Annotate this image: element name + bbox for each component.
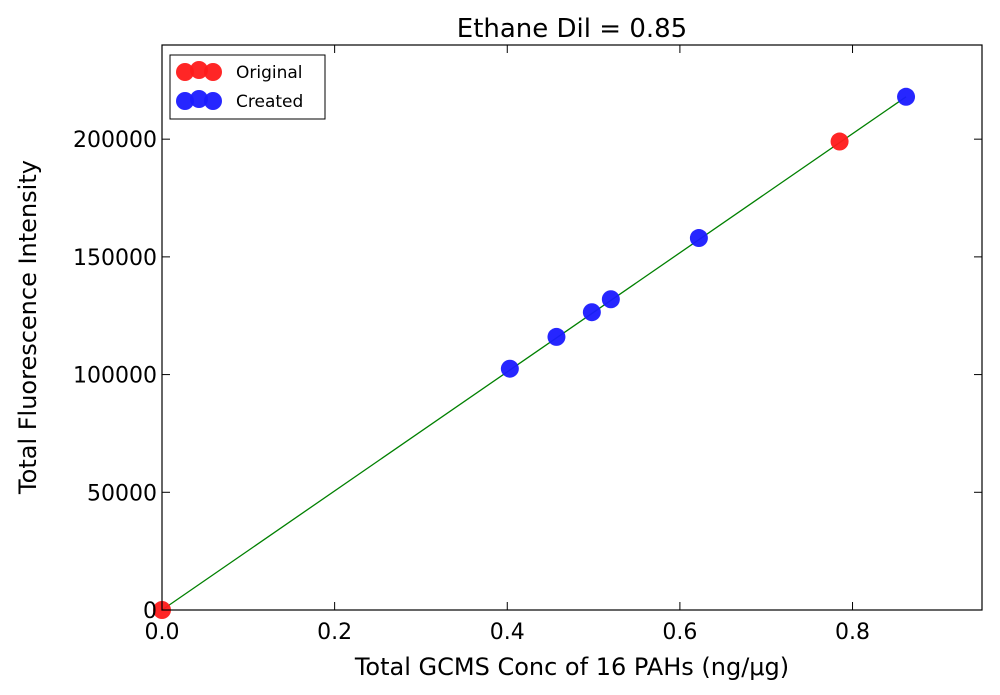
y-tick-label: 100000 (73, 364, 157, 389)
legend: Original Created (169, 54, 326, 120)
legend-marker-original (204, 63, 222, 81)
point-created (582, 303, 601, 322)
x-axis-title: Total GCMS Conc of 16 PAHs (ng/μg) (354, 653, 789, 681)
fit-line (161, 96, 907, 611)
x-tick-label: 0.4 (490, 620, 525, 645)
legend-marker-created (190, 90, 208, 108)
legend-marker-created (176, 92, 194, 110)
legend-marker-original (190, 61, 208, 79)
x-tick-label: 0.6 (662, 620, 697, 645)
point-created (547, 327, 566, 346)
legend-marker-original (176, 63, 194, 81)
y-tick-label: 0 (143, 599, 157, 624)
x-tick-label: 0.0 (145, 620, 180, 645)
point-created (689, 229, 708, 248)
y-tick-label: 150000 (73, 246, 157, 271)
chart-title: Ethane Dil = 0.85 (457, 14, 687, 44)
legend-label-original: Original (236, 63, 303, 83)
y-axis-title: Total Fluorescence Intensity (14, 160, 42, 495)
plot-area: 0.0 0.2 0.4 0.6 0.8 0 50000 100000 150000 200000 (73, 44, 983, 645)
x-tick-label: 0.8 (835, 620, 870, 645)
plot-frame (161, 44, 983, 611)
point-created (897, 87, 916, 106)
legend-label-created: Created (236, 92, 303, 112)
legend-marker-created (204, 92, 222, 110)
point-created (601, 290, 620, 309)
y-tick-label: 50000 (87, 481, 157, 506)
y-tick-label: 200000 (73, 128, 157, 153)
point-created (500, 359, 519, 378)
x-tick-label: 0.2 (317, 620, 352, 645)
point-original (830, 132, 849, 151)
